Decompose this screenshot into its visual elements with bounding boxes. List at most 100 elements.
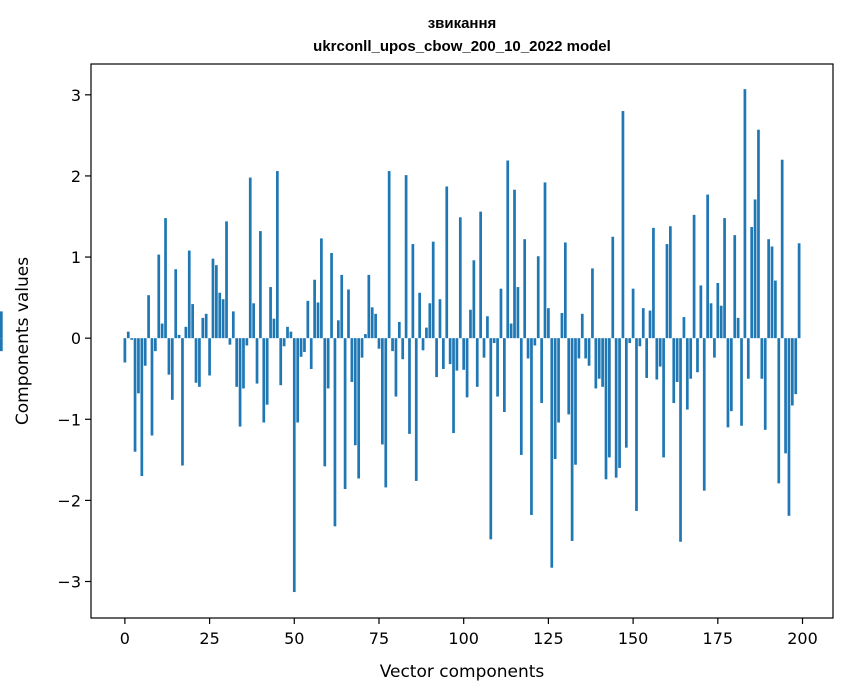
bar-126 [550,338,554,568]
bar-131 [567,338,571,415]
bar-66 [347,289,350,339]
bar-49 [289,331,293,339]
bar-88 [421,338,425,351]
bar-144 [611,236,615,339]
bar-92 [435,338,438,378]
bar-101 [465,338,469,398]
bar-150 [631,288,635,339]
bar-146 [618,338,621,468]
bar-111 [499,288,503,339]
bar-46 [279,338,283,386]
bar-138 [591,268,594,339]
bar-37 [248,177,252,339]
bar-0 [123,338,127,363]
bar-112 [503,338,506,412]
bar-84 [408,338,411,434]
chart-title: звикання [428,15,497,32]
x-tick-label: 25 [199,629,219,648]
bar-57 [316,302,320,339]
bar-162 [672,338,676,404]
bar-134 [577,338,581,359]
bar-125 [547,308,550,339]
y-tick-label: −1 [57,410,81,429]
bar-17 [181,338,184,466]
bar-155 [648,310,652,339]
bar-74 [374,313,377,339]
bar-116 [516,287,520,339]
bar-18 [184,326,188,339]
bar-128 [557,338,560,423]
bar-95 [445,186,449,339]
y-tick-label: 3 [71,86,81,105]
bar-192 [774,280,777,339]
bar-48 [286,326,289,339]
bar-16 [177,334,181,339]
bar-186 [753,199,757,339]
bar-34 [238,338,242,427]
bar-97 [452,338,455,434]
chart-subtitle: ukrconll_upos_cbow_200_10_2022 model [313,38,611,55]
bar-91 [431,241,435,339]
bar-167 [689,338,693,379]
x-axis-ticks: 0 25 50 75 100 125 150 175 200 [120,618,818,648]
bar-39 [255,338,259,384]
bar-124 [543,182,547,339]
bar-123 [540,338,543,404]
x-axis-label: Vector components [380,662,545,682]
bar-21 [194,338,198,383]
bar-75 [377,338,381,349]
bar-13 [167,338,171,375]
bar-86 [414,338,418,481]
bar-99 [458,217,462,339]
bar-183 [743,89,747,339]
x-tick-label: 75 [369,629,389,648]
bar-52 [299,338,303,357]
bar-10 [157,254,161,339]
bar-72 [367,274,371,339]
bar-26 [211,258,215,339]
bar-182 [740,338,743,426]
bar-184 [746,338,750,379]
bar-1 [126,331,130,339]
bar-179 [730,338,733,412]
bar-4 [137,338,140,394]
bar-121 [533,338,537,346]
bar-82 [401,338,405,360]
bar-199 [797,243,801,339]
bar-11 [160,323,164,339]
bar-59 [323,338,327,467]
bar-22 [198,338,201,387]
bar-3 [133,338,137,452]
x-tick-label: 125 [533,629,564,648]
bar-40 [259,231,262,339]
bar-62 [333,338,337,527]
bar-96 [448,338,452,365]
y-tick-label: 2 [71,167,81,186]
bar-103 [472,260,476,339]
bar-193 [777,338,781,484]
bar-31 [228,338,232,345]
bar-114 [509,323,513,339]
y-tick-label: −2 [57,491,81,510]
bar-161 [669,226,672,339]
bar-43 [269,287,272,339]
bar-113 [506,160,510,339]
bar-93 [438,299,442,339]
bar-174 [713,338,716,358]
bar-81 [397,321,401,339]
bar-54 [306,300,310,339]
bar-122 [536,256,540,339]
y-tick-label: −3 [57,572,81,591]
bar-181 [736,317,740,339]
bar-115 [513,189,516,339]
bar-83 [404,175,408,339]
bar-78 [387,171,391,339]
bar-36 [245,338,249,346]
bar-163 [675,338,679,382]
x-tick-label: 50 [284,629,304,648]
bar-140 [597,338,601,379]
x-tick-label: 175 [703,629,734,648]
bar-188 [760,338,764,379]
bar-171 [702,338,706,491]
y-tick-label: 1 [71,248,81,267]
